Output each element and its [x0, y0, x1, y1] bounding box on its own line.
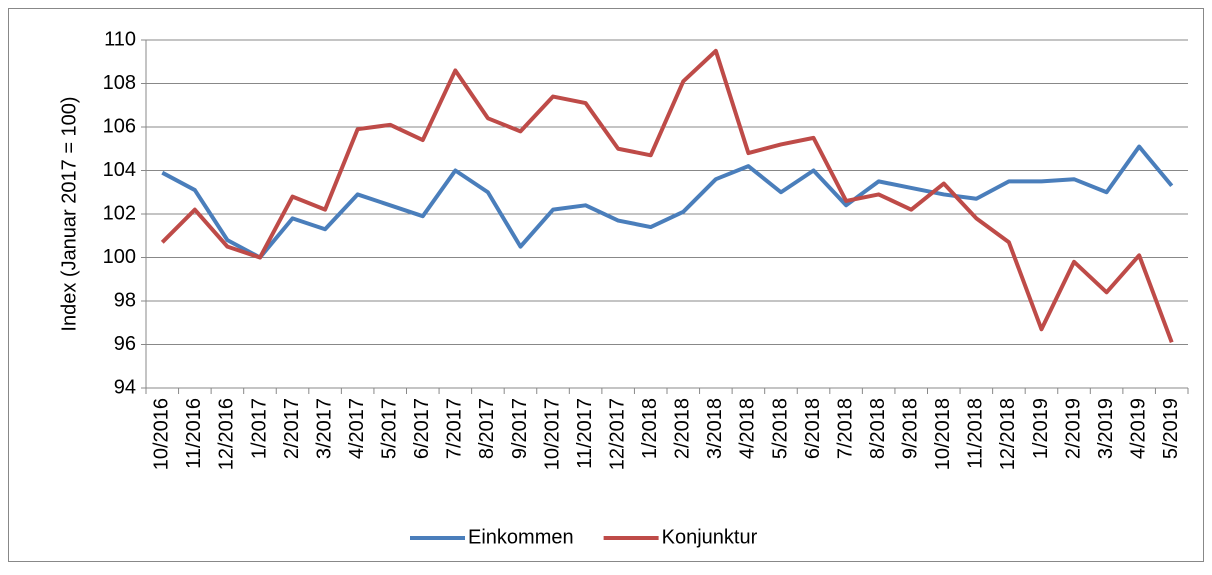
x-tick-label: 3/2019 [1095, 398, 1117, 459]
x-tick-label: 4/2018 [737, 398, 759, 459]
y-tick-label: 110 [104, 28, 136, 50]
x-tick-label: 11/2016 [183, 398, 205, 469]
x-tick-label: 6/2017 [411, 398, 433, 459]
y-tick-label: 108 [103, 72, 136, 94]
x-tick-label: 12/2018 [997, 398, 1019, 470]
x-tick-label: 12/2017 [606, 398, 628, 470]
x-tick-label: 3/2018 [704, 398, 726, 459]
legend-label: Einkommen [468, 526, 574, 548]
x-tick-label: 7/2017 [444, 398, 466, 459]
x-tick-label: 7/2018 [834, 398, 856, 459]
x-tick-label: 12/2016 [216, 398, 238, 470]
y-tick-label: 100 [103, 246, 136, 268]
y-tick-label: 98 [114, 289, 136, 311]
x-tick-label: 3/2017 [313, 398, 335, 459]
x-tick-label: 8/2017 [476, 398, 498, 459]
x-tick-label: 5/2018 [769, 398, 791, 459]
y-tick-label: 102 [103, 202, 136, 224]
x-tick-label: 10/2018 [932, 398, 954, 470]
x-tick-label: 2/2018 [672, 398, 694, 459]
x-tick-label: 4/2017 [346, 398, 368, 459]
legend-label: Konjunktur [662, 526, 758, 548]
x-tick-label: 2/2017 [281, 398, 303, 459]
x-tick-label: 8/2018 [867, 398, 889, 459]
y-tick-label: 94 [114, 376, 136, 398]
line-series [160, 48, 1174, 344]
x-tick-label: 10/2016 [151, 398, 173, 470]
y-tick-label: 96 [114, 333, 136, 355]
x-tick-label: 4/2019 [1127, 398, 1149, 459]
x-tick-label: 11/2018 [965, 398, 987, 469]
x-tick-label: 1/2018 [639, 398, 661, 459]
x-tick-label: 9/2017 [509, 398, 531, 459]
x-tick-label: 11/2017 [574, 398, 596, 469]
line-series [161, 144, 1174, 260]
x-tick-label: 1/2019 [1030, 398, 1052, 459]
x-tick-label: 9/2018 [900, 398, 922, 459]
x-tick-label: 6/2018 [802, 398, 824, 459]
x-tick-label: 10/2017 [541, 398, 563, 470]
x-tick-label: 5/2017 [379, 398, 401, 459]
y-tick-label: 106 [103, 115, 136, 137]
y-tick-label: 104 [103, 159, 136, 181]
chart-border [8, 8, 1204, 562]
x-tick-label: 1/2017 [248, 398, 270, 459]
x-tick-label: 5/2019 [1160, 398, 1182, 459]
y-axis-label: Index (Januar 2017 = 100) [58, 96, 80, 331]
x-tick-label: 2/2019 [1062, 398, 1084, 459]
